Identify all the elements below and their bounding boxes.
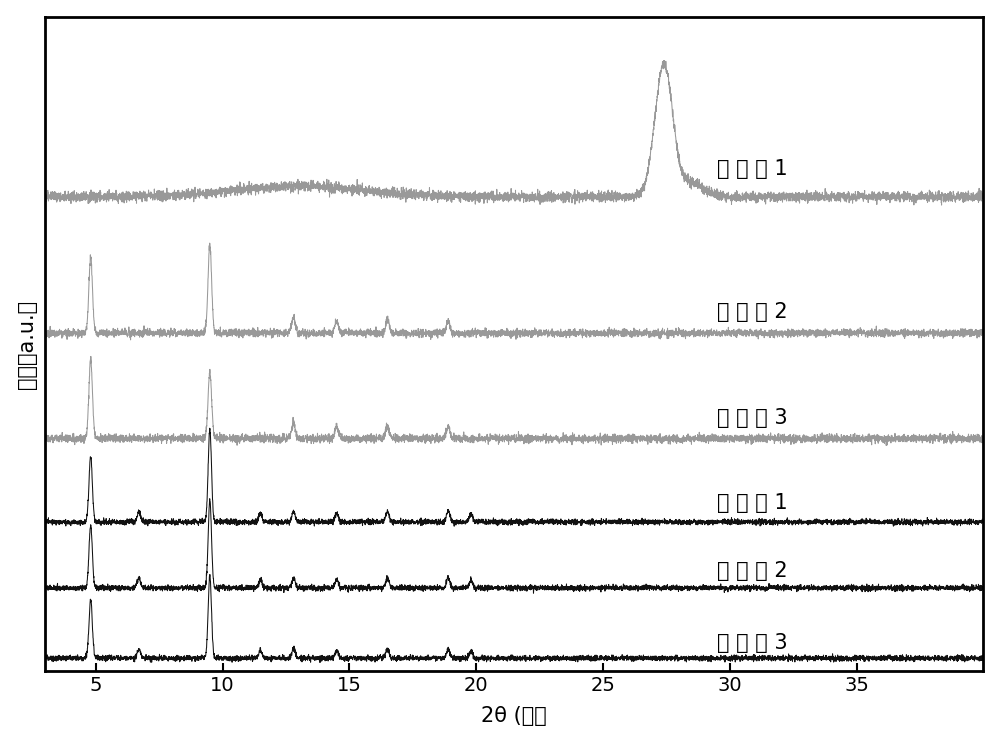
Text: 实 施 例 3: 实 施 例 3 (717, 633, 788, 653)
Y-axis label: 强度（a.u.）: 强度（a.u.） (17, 299, 37, 389)
X-axis label: 2θ (度）: 2θ (度） (481, 707, 547, 727)
Text: 对 比 例 1: 对 比 例 1 (717, 159, 788, 179)
Text: 对 比 例 3: 对 比 例 3 (717, 408, 788, 428)
Text: 对 比 例 2: 对 比 例 2 (717, 302, 788, 322)
Text: 实 施 例 1: 实 施 例 1 (717, 493, 788, 513)
Text: 实 施 例 2: 实 施 例 2 (717, 561, 788, 581)
